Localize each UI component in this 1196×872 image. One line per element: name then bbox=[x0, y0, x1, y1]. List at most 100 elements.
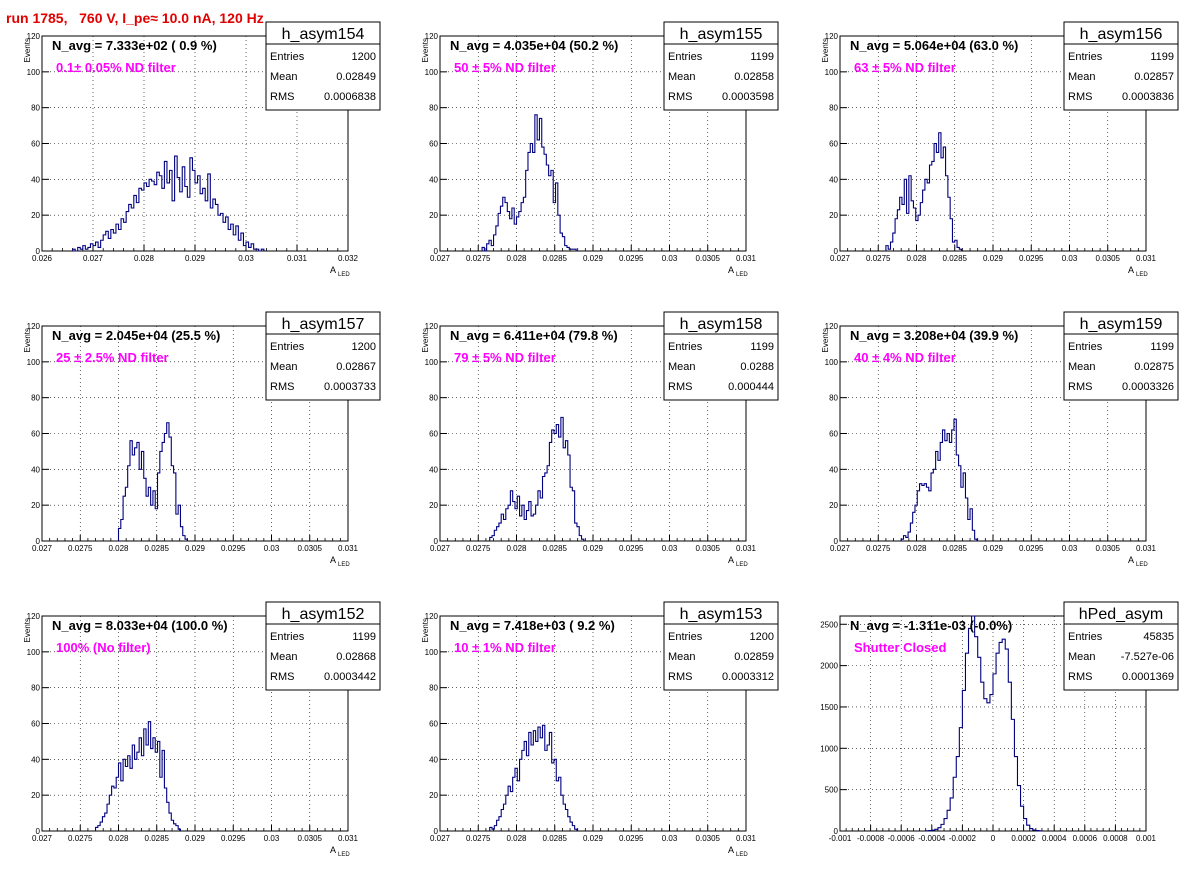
x-axis-label: A bbox=[1128, 265, 1134, 275]
stats-box bbox=[1063, 601, 1179, 691]
x-tick-label: -0.0006 bbox=[888, 834, 916, 843]
stats-value: 0.02859 bbox=[734, 651, 774, 663]
y-tick-label: 0 bbox=[834, 247, 839, 256]
x-tick-label: -0.0008 bbox=[857, 834, 885, 843]
histogram-panel: 0.026 0.027 0.028 0.029 0.03 0.031 0.032 0 20 40 6… bbox=[23, 21, 381, 278]
y-tick-label: 80 bbox=[429, 104, 438, 113]
x-tick-label: 0.029 bbox=[583, 834, 604, 843]
histogram-name: h_asym157 bbox=[282, 316, 365, 333]
stats-label: RMS bbox=[668, 671, 692, 683]
y-tick-label: 1000 bbox=[820, 744, 838, 753]
x-tick-label: 0.028 bbox=[906, 254, 927, 263]
stats-value: 0.0003442 bbox=[324, 671, 376, 683]
x-tick-label: 0.0295 bbox=[619, 254, 644, 263]
y-tick-label: 40 bbox=[429, 755, 438, 764]
x-tick-label: 0.0295 bbox=[619, 834, 644, 843]
y-tick-label: 0 bbox=[434, 537, 439, 546]
filter-annotation: 25 ± 2.5% ND filter bbox=[56, 350, 169, 365]
histogram-name: hPed_asym bbox=[1079, 606, 1164, 623]
navg-label: N_avg = 8.033e+04 (100.0 %) bbox=[52, 618, 228, 633]
stats-value: 1200 bbox=[352, 51, 376, 63]
y-tick-label: 40 bbox=[31, 465, 40, 474]
x-tick-label: 0.03 bbox=[662, 544, 678, 553]
x-tick-label: -0.0004 bbox=[918, 834, 946, 843]
stats-value: 0.02858 bbox=[734, 71, 774, 83]
navg-label: N_avg = 7.418e+03 ( 9.2 %) bbox=[450, 618, 615, 633]
navg-label: N_avg = -1.311e-03 (-0.0%) bbox=[850, 618, 1012, 633]
x-tick-label: 0.027 bbox=[430, 834, 451, 843]
y-tick-label: 60 bbox=[31, 140, 40, 149]
x-tick-label: 0.0305 bbox=[298, 544, 323, 553]
stats-value: 0.0003598 bbox=[722, 91, 774, 103]
x-tick-label: 0.027 bbox=[830, 544, 851, 553]
y-tick-label: 1500 bbox=[820, 703, 838, 712]
y-tick-label: 100 bbox=[825, 68, 839, 77]
stats-label: Mean bbox=[270, 71, 298, 83]
stats-label: Entries bbox=[1068, 631, 1103, 643]
y-tick-label: 40 bbox=[31, 755, 40, 764]
stats-value: 0.0288 bbox=[740, 361, 774, 373]
y-tick-label: 20 bbox=[31, 501, 40, 510]
x-tick-label: 0.03 bbox=[264, 834, 280, 843]
y-tick-label: 80 bbox=[31, 684, 40, 693]
y-tick-label: 20 bbox=[429, 501, 438, 510]
stats-label: Entries bbox=[668, 631, 703, 643]
histogram-name: h_asym153 bbox=[680, 606, 763, 623]
y-tick-label: 60 bbox=[429, 720, 438, 729]
y-tick-label: 0 bbox=[434, 827, 439, 836]
histogram-name: h_asym158 bbox=[680, 316, 763, 333]
x-tick-label: 0.027 bbox=[830, 254, 851, 263]
filter-annotation: 100% (No filter) bbox=[56, 640, 151, 655]
histogram-name: h_asym155 bbox=[680, 26, 763, 43]
x-axis-label: A bbox=[1128, 555, 1134, 565]
y-axis-label: Events bbox=[421, 618, 430, 642]
navg-label: N_avg = 5.064e+04 (63.0 %) bbox=[850, 38, 1018, 53]
run-title: run 1785, 760 V, I_pe≈ 10.0 nA, 120 Hz bbox=[6, 10, 264, 26]
stats-label: RMS bbox=[270, 91, 294, 103]
x-tick-label: 0.0295 bbox=[1019, 254, 1044, 263]
histogram-panel: -0.001 -0.0008 -0.0006 -0.0004 -0.0002 0 0.000… bbox=[820, 601, 1179, 843]
histogram-panel: 0.027 0.0275 0.028 0.0285 0.029 0.0295 0.03 0.0… bbox=[821, 21, 1179, 278]
x-tick-label: 0.027 bbox=[83, 254, 104, 263]
x-tick-label: 0.028 bbox=[506, 254, 527, 263]
histogram-name: h_asym159 bbox=[1080, 316, 1163, 333]
x-tick-label: 0.0004 bbox=[1042, 834, 1067, 843]
y-tick-label: 80 bbox=[829, 394, 838, 403]
stats-value: 0.000444 bbox=[728, 381, 774, 393]
x-tick-label: 0.0305 bbox=[696, 544, 721, 553]
stats-label: Mean bbox=[1068, 651, 1096, 663]
stats-value: 1199 bbox=[1150, 341, 1174, 353]
x-tick-label: 0.029 bbox=[583, 254, 604, 263]
x-tick-label: 0.0305 bbox=[1096, 544, 1121, 553]
y-tick-label: 60 bbox=[829, 140, 838, 149]
y-tick-label: 20 bbox=[429, 211, 438, 220]
stats-box bbox=[1063, 21, 1179, 111]
x-tick-label: 0.03 bbox=[662, 834, 678, 843]
x-tick-label: 0.027 bbox=[430, 544, 451, 553]
x-tick-label: 0.0275 bbox=[466, 834, 491, 843]
histogram-panel: 0.027 0.0275 0.028 0.0285 0.029 0.0295 0.03 0.0… bbox=[421, 601, 779, 858]
x-tick-label: 0.028 bbox=[906, 544, 927, 553]
stats-label: RMS bbox=[1068, 671, 1092, 683]
x-tick-label: 0.031 bbox=[338, 544, 359, 553]
filter-annotation: 63 ± 5% ND filter bbox=[854, 60, 956, 75]
x-tick-label: 0.029 bbox=[185, 254, 206, 263]
x-tick-label: 0.031 bbox=[1136, 544, 1157, 553]
x-tick-label: 0.0285 bbox=[543, 254, 568, 263]
stats-value: 1200 bbox=[750, 631, 774, 643]
x-tick-label: -0.001 bbox=[829, 834, 852, 843]
stats-value: 1199 bbox=[1150, 51, 1174, 63]
stats-value: 0.0003733 bbox=[324, 381, 376, 393]
y-tick-label: 120 bbox=[825, 32, 839, 41]
stats-value: 0.02857 bbox=[1134, 71, 1174, 83]
stats-value: 1199 bbox=[352, 631, 376, 643]
x-axis-label: A bbox=[330, 265, 336, 275]
histogram-series bbox=[117, 422, 188, 541]
y-axis-label: Events bbox=[421, 38, 430, 62]
x-axis-label: A bbox=[728, 265, 734, 275]
x-tick-label: -0.0002 bbox=[949, 834, 977, 843]
navg-label: N_avg = 2.045e+04 (25.5 %) bbox=[52, 328, 220, 343]
stats-label: Entries bbox=[668, 341, 703, 353]
x-tick-label: 0.031 bbox=[736, 834, 757, 843]
histogram-series bbox=[489, 724, 578, 831]
